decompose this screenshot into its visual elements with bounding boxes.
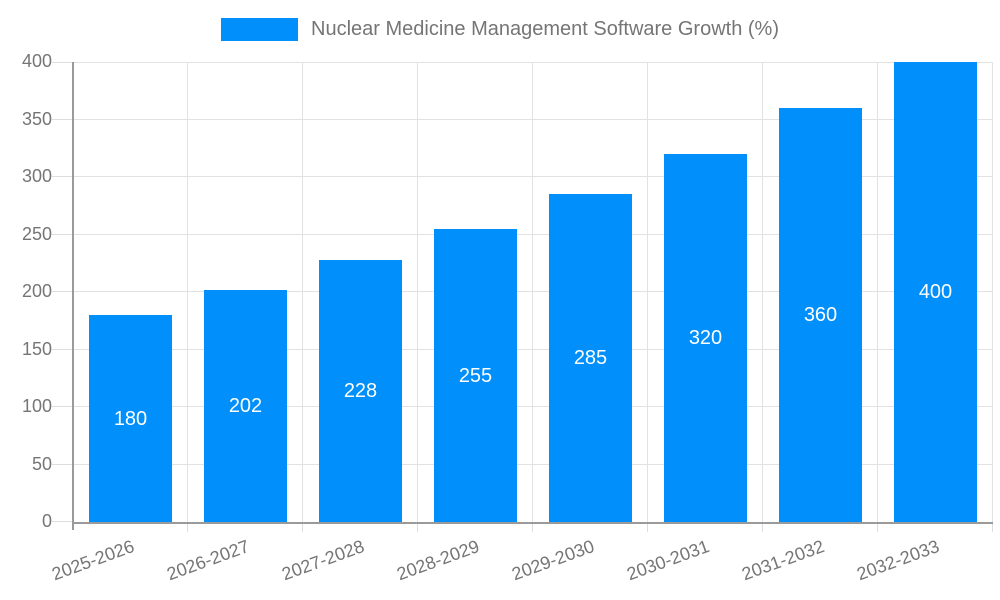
- bar-value-label: 285: [573, 347, 608, 369]
- x-axis-tick: [187, 522, 188, 532]
- y-axis-tick-label: 200: [21, 281, 52, 301]
- y-axis-tick: [52, 349, 72, 350]
- gridline-horizontal: [73, 119, 993, 120]
- y-axis-tick-label: 300: [21, 166, 52, 186]
- y-axis-line: [72, 62, 74, 530]
- bar-value-label: 320: [688, 327, 723, 349]
- y-axis-tick: [52, 62, 72, 63]
- y-axis-tick: [52, 176, 72, 177]
- x-axis-tick-label: 2031-2032: [739, 536, 828, 585]
- x-axis-tick: [762, 522, 763, 532]
- y-axis-tick-label: 0: [41, 511, 52, 531]
- gridline-vertical: [647, 62, 648, 522]
- bar-value-label: 202: [228, 395, 263, 417]
- x-axis-tick-label: 2032-2033: [854, 536, 943, 585]
- gridline-vertical: [532, 62, 533, 522]
- y-axis-tick-label: 250: [21, 224, 52, 244]
- y-axis-tick: [52, 234, 72, 235]
- bar[interactable]: 285: [549, 194, 632, 522]
- gridline-vertical: [877, 62, 878, 522]
- bar-value-label: 180: [113, 407, 148, 430]
- y-axis-tick-label: 100: [21, 396, 52, 416]
- y-axis-tick: [52, 119, 72, 120]
- legend-label: Nuclear Medicine Management Software Gro…: [311, 18, 779, 40]
- x-axis-tick-label: 2028-2029: [394, 536, 483, 585]
- x-axis-tick-label: 2030-2031: [624, 536, 713, 585]
- x-axis-tick: [532, 522, 533, 532]
- gridline-vertical: [187, 62, 188, 522]
- gridline-horizontal: [73, 406, 993, 407]
- bar-value-label: 228: [343, 380, 378, 402]
- x-axis-tick-label: 2026-2027: [164, 536, 253, 585]
- bar-value-label: 360: [803, 304, 838, 326]
- gridline-horizontal: [73, 176, 993, 177]
- bar[interactable]: 202: [204, 290, 287, 522]
- x-axis-line: [72, 522, 993, 524]
- bar[interactable]: 400: [894, 62, 977, 522]
- y-axis-tick: [52, 521, 72, 522]
- bar[interactable]: 255: [434, 229, 517, 522]
- gridline-horizontal: [73, 464, 993, 465]
- y-axis-tick: [52, 464, 72, 465]
- x-axis-tick: [302, 522, 303, 532]
- y-axis-tick-label: 150: [21, 339, 52, 359]
- x-axis-tick-label: 2027-2028: [279, 536, 368, 585]
- x-axis-tick: [417, 522, 418, 532]
- x-axis-tick: [877, 522, 878, 532]
- y-axis-tick-label: 350: [21, 109, 52, 129]
- bar[interactable]: 180: [89, 315, 172, 522]
- y-axis-tick-label: 50: [31, 454, 52, 474]
- gridline-horizontal: [73, 234, 993, 235]
- plot-area: 180 202 228 255 285 320 360 400: [52, 62, 993, 532]
- gridline-horizontal: [73, 349, 993, 350]
- legend-swatch-icon: [221, 17, 299, 41]
- bar-value-label: 255: [458, 364, 493, 387]
- y-axis-tick-label: 400: [21, 51, 52, 71]
- gridline-vertical: [762, 62, 763, 522]
- y-axis-tick: [52, 291, 72, 292]
- gridline-horizontal: [73, 291, 993, 292]
- x-axis-tick: [992, 522, 993, 532]
- y-axis-tick: [52, 406, 72, 407]
- bar[interactable]: 360: [779, 108, 862, 522]
- x-axis-tick-label: 2025-2026: [49, 536, 138, 585]
- gridline-vertical: [302, 62, 303, 522]
- gridline-vertical: [992, 62, 993, 522]
- x-axis-tick: [647, 522, 648, 532]
- x-axis-tick-label: 2029-2030: [509, 536, 598, 585]
- bar[interactable]: 228: [319, 260, 402, 522]
- gridline-horizontal: [73, 62, 993, 63]
- bar[interactable]: 320: [664, 154, 747, 522]
- bar-value-label: 400: [918, 281, 953, 303]
- legend[interactable]: Nuclear Medicine Management Software Gro…: [0, 17, 1000, 41]
- gridline-vertical: [417, 62, 418, 522]
